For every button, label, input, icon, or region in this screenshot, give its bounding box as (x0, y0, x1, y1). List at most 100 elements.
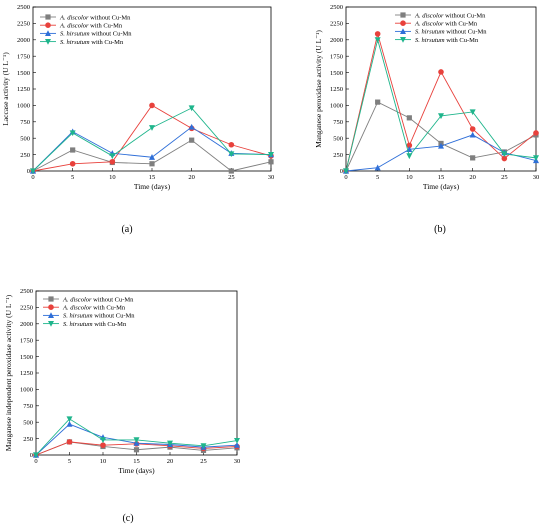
legend-entry: A. discolor with Cu-Mn (59, 23, 123, 30)
x-tick-label: 25 (200, 458, 207, 465)
x-tick-label: 5 (71, 174, 74, 181)
data-point (66, 420, 73, 427)
y-tick-label: 1750 (20, 337, 33, 344)
data-point (234, 441, 240, 448)
y-axis-label: Manganese peroxidase activity (U L⁻¹) (314, 30, 323, 148)
series-1 (343, 99, 539, 174)
data-point (501, 151, 508, 158)
series-line (345, 134, 537, 172)
data-point (149, 161, 155, 167)
y-tick-label: 2000 (330, 37, 343, 44)
data-point (406, 142, 413, 149)
legend-species: A. discolor (414, 12, 444, 19)
legend-treatment: with Cu-Mn (89, 23, 123, 30)
series-line (32, 104, 272, 172)
data-point (374, 31, 381, 37)
y-tick-label: 2500 (17, 4, 30, 11)
x-tick-label: 5 (376, 174, 379, 181)
legend-entry: A. discolor without Cu-Mn (59, 14, 131, 21)
y-tick-label: 500 (23, 419, 33, 426)
legend-species: S. hirsutum (60, 39, 90, 46)
data-point (438, 142, 444, 149)
legend-species: A. discolor (414, 21, 444, 28)
data-point (406, 115, 412, 121)
data-point (438, 69, 444, 75)
data-point (268, 152, 274, 158)
x-axis-label: Time (days) (134, 182, 171, 191)
data-point (66, 416, 73, 423)
y-tick-label: 1000 (20, 387, 33, 394)
legend-marker (400, 28, 406, 34)
panel-3: 0 250 500 750 1000 1250 1500 1750 2000 2250 2500 0 5… (4, 288, 240, 524)
x-tick-label: 25 (501, 174, 508, 181)
x-tick-label: 15 (149, 174, 156, 181)
y-tick-label: 2250 (330, 21, 343, 28)
legend-treatment: with Cu-Mn (92, 305, 126, 312)
data-point (228, 168, 234, 174)
legend-treatment: without Cu-Mn (89, 14, 132, 21)
legend-treatment: without Cu-Mn (93, 313, 136, 320)
legend-marker (400, 20, 406, 27)
data-point (188, 105, 195, 112)
data-point (228, 141, 235, 148)
x-tick-label: 0 (31, 174, 34, 181)
y-tick-label: 1000 (17, 103, 30, 110)
y-tick-label: 750 (23, 403, 33, 410)
y-tick-label: 0 (30, 452, 33, 459)
series-line (345, 39, 537, 172)
x-tick-label: 0 (34, 458, 37, 465)
data-point (374, 37, 381, 43)
data-point (375, 99, 381, 105)
y-tick-label: 750 (20, 119, 30, 126)
y-tick-label: 0 (27, 168, 30, 175)
data-point (109, 159, 116, 165)
legend-marker (48, 312, 54, 318)
x-axis-label: Time (days) (423, 182, 460, 191)
y-tick-label: 250 (23, 436, 33, 443)
data-point (133, 447, 140, 453)
y-tick-label: 500 (333, 135, 343, 142)
y-tick-label: 250 (333, 152, 343, 159)
series-2 (343, 31, 539, 174)
data-point (343, 168, 349, 175)
series-4 (33, 416, 240, 459)
data-point (100, 437, 106, 444)
y-tick-label: 1250 (330, 86, 343, 93)
x-tick-label: 30 (234, 458, 241, 465)
y-tick-label: 2250 (17, 21, 30, 28)
panel-label: (b) (434, 224, 446, 235)
legend-entry: A. discolor without Cu-Mn (62, 296, 134, 303)
y-tick-label: 1500 (330, 70, 343, 77)
panel-label: (c) (122, 513, 133, 524)
data-point (470, 155, 476, 161)
data-point (438, 113, 444, 120)
x-tick-label: 20 (167, 458, 174, 465)
panel-label: (a) (121, 224, 132, 235)
y-tick-label: 2250 (20, 305, 33, 312)
legend-species: S. hirsutum (415, 29, 445, 36)
data-point (374, 164, 381, 171)
data-point (167, 440, 173, 447)
legend-entry: A. discolor with Cu-Mn (414, 21, 478, 28)
x-tick-label: 30 (533, 174, 540, 181)
y-axis-label: Manganese independent peroxidase activit… (4, 294, 13, 451)
x-tick-label: 10 (406, 174, 413, 181)
y-tick-label: 2500 (330, 4, 343, 11)
x-tick-label: 20 (188, 174, 195, 181)
x-tick-label: 5 (68, 458, 71, 465)
data-point (33, 452, 39, 459)
legend-marker (45, 30, 51, 36)
y-tick-label: 2000 (20, 321, 33, 328)
data-point (228, 151, 235, 158)
data-point (109, 153, 116, 160)
y-tick-label: 0 (340, 168, 343, 175)
y-tick-label: 750 (333, 119, 343, 126)
y-tick-label: 1000 (330, 103, 343, 110)
data-point (70, 147, 76, 153)
data-point (469, 126, 476, 132)
data-point (149, 102, 155, 109)
x-tick-label: 15 (133, 458, 140, 465)
panel-2: 0 250 500 750 1000 1250 1500 1750 2000 2250 2500 0 5… (314, 4, 539, 235)
data-point (133, 437, 140, 444)
data-point (69, 160, 76, 167)
